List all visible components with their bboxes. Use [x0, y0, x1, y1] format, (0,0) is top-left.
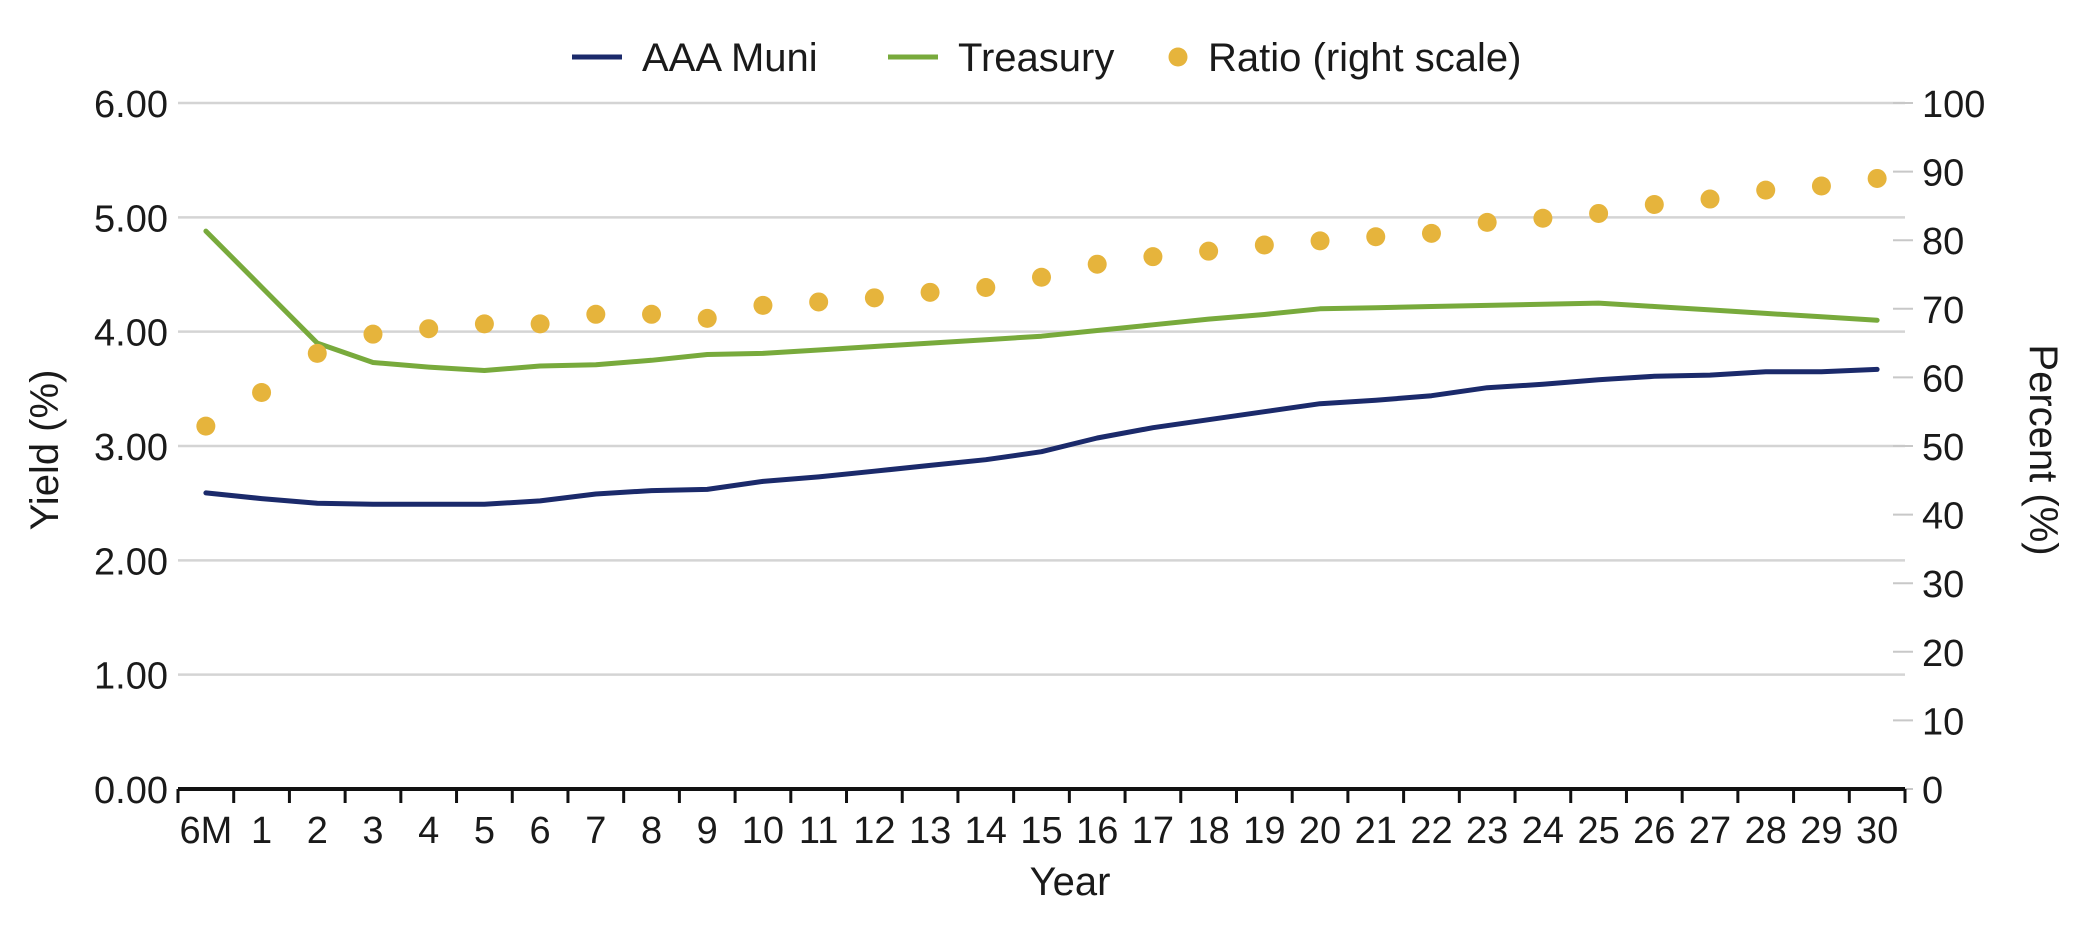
y-right-tick-label: 50 [1922, 427, 1964, 469]
x-tick-label: 10 [742, 810, 784, 852]
x-tick-label: 19 [1243, 810, 1285, 852]
y-left-tick-label: 4.00 [94, 313, 168, 355]
gridlines [178, 101, 1905, 676]
y-right-tick-label: 70 [1922, 290, 1964, 332]
ratio-point [1533, 208, 1553, 228]
ratio-point [1867, 168, 1887, 188]
ratio-point [530, 314, 550, 334]
ratio-point [1310, 231, 1330, 251]
y-right-tick-label: 40 [1922, 496, 1964, 538]
y-left-tick-label: 2.00 [94, 541, 168, 583]
ratio-point [1644, 195, 1664, 215]
ratio-point [1477, 212, 1497, 232]
ratio-point [252, 382, 272, 402]
x-tick-label: 20 [1299, 810, 1341, 852]
x-axis-title: Year [1030, 860, 1111, 904]
legend-label: AAA Muni [642, 36, 818, 80]
ratio-point [1199, 241, 1219, 261]
x-tick-label: 21 [1355, 810, 1397, 852]
y-right-tick-label: 90 [1922, 153, 1964, 195]
x-tick-label: 27 [1689, 810, 1731, 852]
x-tick-label: 23 [1466, 810, 1508, 852]
x-tick-label: 22 [1410, 810, 1452, 852]
x-tick-label: 17 [1132, 810, 1174, 852]
x-tick-label: 1 [251, 810, 272, 852]
x-tick-label: 29 [1800, 810, 1842, 852]
x-tick-label: 9 [697, 810, 718, 852]
x-tick-label: 15 [1020, 810, 1062, 852]
x-tick-label: 6M [179, 810, 232, 852]
ratio-point [920, 282, 940, 302]
y-left-tick-label: 6.00 [94, 84, 168, 126]
y-right-tick-label: 10 [1922, 701, 1964, 743]
ratio-point [419, 319, 439, 339]
x-tick-label: 14 [965, 810, 1007, 852]
ratio-point [976, 278, 996, 298]
x-tick-label: 18 [1187, 810, 1229, 852]
axes: 0.00 1.00 2.00 3.00 4.00 5.00 6.00 0 10 20 30 40 50 6… [94, 84, 1985, 852]
ratio-point [1087, 254, 1107, 274]
series-line-aaa-muni [203, 366, 1880, 507]
ratio-point [809, 292, 829, 312]
y-left-tick-label: 5.00 [94, 198, 168, 240]
x-tick-label: 13 [909, 810, 951, 852]
ratio-point [363, 324, 383, 344]
x-tick-label: 7 [585, 810, 606, 852]
x-tick-label: 24 [1522, 810, 1564, 852]
x-tick-label: 26 [1633, 810, 1675, 852]
ratio-point [1421, 223, 1441, 243]
y-left-tick-label: 3.00 [94, 427, 168, 469]
legend: AAA Muni Treasury Ratio (right scale) [572, 36, 1521, 80]
ratio-point [753, 295, 773, 315]
ratio-point [697, 308, 717, 328]
x-tick-label: 16 [1076, 810, 1118, 852]
x-tick-label: 11 [799, 810, 838, 852]
y-right-tick-label: 20 [1922, 633, 1964, 675]
legend-swatch-dot [1168, 47, 1188, 67]
ratio-point [586, 304, 606, 324]
x-tick-label: 28 [1745, 810, 1787, 852]
ratio-point [1366, 227, 1386, 247]
y-left-tick-label: 1.00 [94, 656, 168, 698]
x-tick-label: 6 [530, 810, 551, 852]
x-tick-label: 4 [418, 810, 439, 852]
series [196, 168, 1887, 507]
ratio-point [1143, 247, 1163, 267]
x-tick-label: 3 [362, 810, 383, 852]
y-right-tick-label: 80 [1922, 221, 1964, 263]
series-line-treasury [203, 228, 1880, 373]
ratio-point [1254, 235, 1274, 255]
ratio-point [474, 314, 494, 334]
y-right-tick-label: 100 [1922, 84, 1985, 126]
y-axis-left-title: Yield (%) [23, 370, 67, 531]
ratio-point [1700, 189, 1720, 209]
x-tick-label: 2 [307, 810, 328, 852]
ratio-point [1032, 267, 1051, 287]
x-tick-label: 30 [1856, 810, 1898, 852]
y-right-tick-label: 0 [1922, 770, 1943, 812]
ratio-point [196, 416, 216, 436]
x-tick-label: 25 [1577, 810, 1619, 852]
ratio-point [864, 288, 884, 308]
y-right-tick-label: 30 [1922, 564, 1964, 606]
ratio-point [1589, 203, 1609, 223]
legend-label: Treasury [958, 36, 1114, 80]
x-tick-label: 12 [853, 810, 895, 852]
ratio-point [642, 304, 662, 324]
ratio-point [307, 343, 327, 363]
ratio-point [1811, 176, 1831, 196]
x-tick-label: 5 [474, 810, 495, 852]
y-right-tick-label: 60 [1922, 358, 1964, 400]
y-axis-right-title: Percent (%) [2021, 344, 2065, 555]
ratio-point [1756, 180, 1776, 200]
legend-label: Ratio (right scale) [1208, 36, 1521, 80]
x-tick-label: 8 [641, 810, 662, 852]
y-left-tick-label: 0.00 [94, 770, 168, 812]
